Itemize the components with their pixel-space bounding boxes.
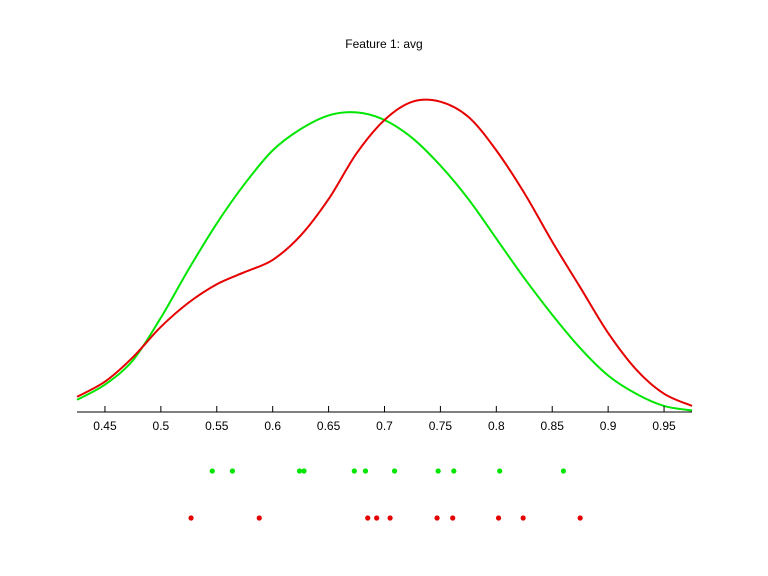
rug-point-series-0: [351, 468, 357, 474]
rug-point-series-0: [296, 468, 303, 474]
x-ticks: 0.45 0.5 0.55 0.6 0.65 0.7 0.75 0.8 0.85 0.9 0.95: [93, 406, 676, 433]
x-tick-label: 0.95: [652, 419, 676, 433]
rug-point-series-0: [209, 468, 215, 474]
rug-point-series-1: [387, 515, 393, 521]
chart-title: Feature 1: avg: [345, 37, 422, 51]
x-tick-label: 0.7: [376, 419, 393, 433]
rug-point-series-1: [256, 515, 262, 521]
rug-point-series-0: [560, 468, 567, 474]
x-tick-label: 0.75: [429, 419, 453, 433]
rug-point-series-0: [451, 468, 457, 474]
x-tick-label: 0.85: [541, 419, 565, 433]
rug-point-series-1: [365, 515, 371, 521]
x-tick-label: 0.8: [488, 419, 505, 433]
x-tick-label: 0.6: [264, 419, 281, 433]
rug-point-series-0: [301, 468, 307, 474]
rug-point-series-0: [391, 468, 398, 474]
x-tick-label: 0.65: [317, 419, 341, 433]
rug-point-series-1: [577, 515, 583, 521]
rug-point-series-0: [362, 468, 369, 474]
rug-point-series-1: [450, 515, 456, 521]
rug-point-series-0: [435, 468, 441, 474]
x-tick-label: 0.45: [93, 419, 117, 433]
rug-point-series-1: [188, 515, 194, 521]
x-tick-label: 0.9: [600, 419, 617, 433]
x-tick-label: 0.5: [153, 419, 170, 433]
series-0-line: [76, 111, 693, 412]
x-tick-label: 0.55: [205, 419, 229, 433]
rug-point-series-1: [520, 515, 526, 521]
rug-point-series-0: [229, 468, 236, 474]
rug-point-series-0: [497, 468, 503, 474]
rug-point-series-1: [434, 515, 440, 521]
rug-point-series-1: [374, 515, 380, 521]
rug-point-series-1: [495, 515, 502, 521]
series-1-line: [76, 98, 693, 407]
curves: [76, 98, 693, 412]
rug-points: [188, 468, 583, 521]
